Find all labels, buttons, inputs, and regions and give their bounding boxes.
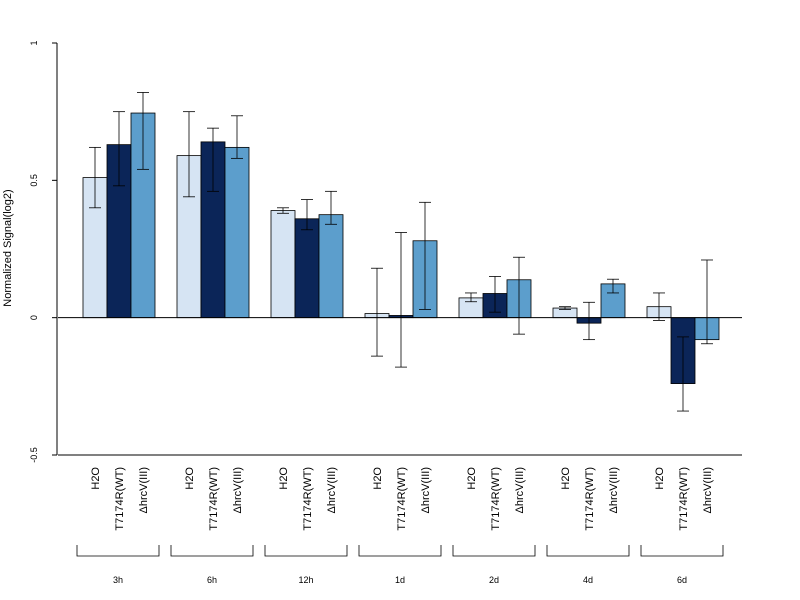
group-brackets: 3h 6h 12h 1d 2d 4d 6d bbox=[76, 545, 724, 585]
category-label: T7174R(WT) bbox=[678, 467, 690, 531]
group-label: 6h bbox=[207, 575, 217, 585]
category-label: H2O bbox=[654, 467, 666, 490]
category-label: H2O bbox=[90, 467, 102, 490]
category-label: T7174R(WT) bbox=[490, 467, 502, 531]
y-axis: 1 0.5 0 -0.5 bbox=[29, 40, 58, 463]
category-label: ΔhrcV(III) bbox=[420, 467, 432, 513]
y-axis-label: Normalized Signal(log2) bbox=[2, 189, 14, 306]
group-bracket bbox=[358, 545, 442, 557]
bar bbox=[318, 214, 344, 319]
category-label: ΔhrcV(III) bbox=[514, 467, 526, 513]
category-label: H2O bbox=[372, 467, 384, 490]
y-tick-label: -0.5 bbox=[29, 447, 39, 463]
category-label: ΔhrcV(III) bbox=[138, 467, 150, 513]
y-tick-label: 1 bbox=[29, 40, 39, 45]
bar bbox=[294, 218, 320, 319]
category-label: T7174R(WT) bbox=[302, 467, 314, 531]
category-label: T7174R(WT) bbox=[396, 467, 408, 531]
bar bbox=[270, 210, 296, 319]
category-label: T7174R(WT) bbox=[114, 467, 126, 531]
category-label: H2O bbox=[278, 467, 290, 490]
category-label: H2O bbox=[560, 467, 572, 490]
category-label: H2O bbox=[184, 467, 196, 490]
x-axis: H2O T7174R(WT) ΔhrcV(III) H2O T7174R(WT) Δhrc… bbox=[58, 454, 742, 531]
group-bracket bbox=[76, 545, 160, 557]
group-label: 4d bbox=[583, 575, 593, 585]
error-bars bbox=[89, 92, 713, 412]
group-bracket bbox=[546, 545, 630, 557]
group-bracket bbox=[170, 545, 254, 557]
bar bbox=[224, 146, 250, 319]
group-label: 1d bbox=[395, 575, 405, 585]
group-bracket bbox=[264, 545, 348, 557]
y-tick-label: 0 bbox=[29, 315, 39, 320]
category-label: ΔhrcV(III) bbox=[326, 467, 338, 513]
group-bracket bbox=[640, 545, 724, 557]
group-bracket bbox=[452, 545, 536, 557]
category-label: ΔhrcV(III) bbox=[608, 467, 620, 513]
category-label: H2O bbox=[466, 467, 478, 490]
group-label: 2d bbox=[489, 575, 499, 585]
category-label: ΔhrcV(III) bbox=[232, 467, 244, 513]
group-label: 12h bbox=[298, 575, 313, 585]
category-label: T7174R(WT) bbox=[208, 467, 220, 531]
category-label: ΔhrcV(III) bbox=[702, 467, 714, 513]
group-label: 3h bbox=[113, 575, 123, 585]
group-label: 6d bbox=[677, 575, 687, 585]
y-tick-label: 0.5 bbox=[29, 174, 39, 187]
category-label: T7174R(WT) bbox=[584, 467, 596, 531]
